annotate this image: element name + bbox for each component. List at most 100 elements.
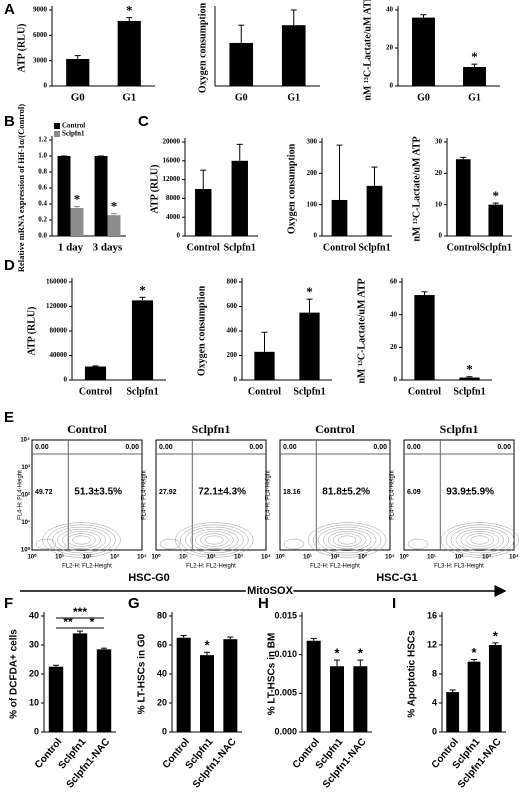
- x-tick-label: G0: [417, 92, 430, 103]
- flow-x-tick: 10³: [358, 554, 367, 561]
- bar: [94, 156, 108, 236]
- chart: 0 100 200 300 Oxygen consumption Control Sclpf…: [286, 138, 392, 253]
- contour: [62, 531, 101, 549]
- y-axis-label: Oxygen consumption: [197, 2, 208, 93]
- x-tick-label: Control: [248, 386, 281, 397]
- quadrant-value: 0.00: [159, 444, 173, 451]
- y-tick-label: 80000: [50, 327, 68, 335]
- contour: [332, 533, 362, 547]
- x-tick-label: G0: [235, 92, 248, 103]
- flow-title: Sclpfn1: [440, 422, 479, 436]
- panel-label: E: [4, 409, 14, 426]
- contour: [35, 538, 57, 550]
- y-axis-label: Oxygen consumption: [196, 285, 207, 376]
- quadrant-value: 0.00: [283, 444, 297, 451]
- y-tick-label: 40000: [50, 351, 68, 359]
- flow-x-label: FL2-H: FL2-Height: [62, 564, 112, 570]
- significance: *: [466, 362, 473, 377]
- y-tick-label: 1.2: [38, 136, 47, 144]
- bar: [72, 633, 88, 732]
- y-tick-label: 30: [435, 138, 443, 146]
- y-tick-label: 20: [157, 697, 167, 707]
- significance: *: [471, 645, 477, 660]
- flow-x-tick: 10⁰: [399, 554, 409, 561]
- y-axis-label: ATP (RLU): [26, 307, 37, 356]
- y-tick-label: 60: [157, 639, 167, 649]
- y-tick-label: 4: [432, 697, 437, 707]
- panel-label: B: [4, 113, 15, 130]
- flow-x-tick: 10³: [234, 554, 243, 561]
- flow-x-tick: 10¹: [179, 554, 188, 561]
- y-tick-label: 0.015: [274, 610, 297, 620]
- bar: [488, 645, 502, 732]
- bar: [107, 215, 121, 236]
- chart: 0 20 40 nM ¹³C-Lactate/uM ATP G0 G1 *: [362, 0, 500, 103]
- y-tick-label: 16000: [163, 156, 181, 164]
- contour: [180, 524, 249, 556]
- contour: [455, 528, 505, 552]
- significance: *: [471, 49, 478, 64]
- y-tick-label: 10: [435, 200, 443, 208]
- chart: B 0.0 0.2 0.4 0.6 0.8 1.0 1.2 Relative mRNA expr…: [4, 104, 126, 272]
- y-tick-label: 60: [390, 278, 398, 286]
- y-tick-label: 4000: [166, 213, 181, 221]
- y-tick-label: 0: [394, 376, 398, 384]
- flow-title: Control: [315, 422, 355, 436]
- significance: *: [493, 628, 499, 643]
- y-tick-label: 0: [44, 82, 48, 90]
- flow-x-tick: 10⁴: [261, 555, 271, 561]
- y-tick-label: 0.000: [274, 726, 297, 736]
- significance: *: [139, 282, 146, 297]
- bar: [131, 300, 154, 380]
- contour: [337, 535, 357, 545]
- flow-x-label: FL2-H: FL2-Height: [186, 564, 236, 570]
- chart: D 0 40000 80000 120000 160000 ATP (RLU) Control…: [4, 257, 166, 397]
- bar: [467, 661, 481, 732]
- quadrant-value: 18.16: [283, 489, 301, 496]
- contour: [470, 535, 490, 545]
- contour: [42, 522, 121, 558]
- legend-swatch: [54, 131, 60, 137]
- bar: [281, 25, 306, 86]
- significance: *: [493, 188, 500, 203]
- y-tick-label: 200: [307, 169, 318, 177]
- group-label: HSC-G1: [376, 572, 418, 584]
- contour: [57, 528, 106, 552]
- y-axis-label: % of DCFDA+ cells: [9, 629, 20, 719]
- x-tick-label: Sclpfn1: [480, 242, 512, 253]
- y-tick-label: 0.6: [38, 184, 47, 192]
- y-axis-label: % LT-HSCs in BM: [267, 633, 278, 716]
- contour: [312, 524, 382, 556]
- flow-x-tick: 10⁴: [385, 555, 395, 561]
- contour: [327, 531, 367, 549]
- legend-label: Sclpfn1: [62, 130, 85, 138]
- bar: [331, 199, 348, 236]
- contour: [440, 522, 520, 558]
- y-tick-label: 8: [432, 668, 437, 678]
- flow-frame: [279, 439, 391, 551]
- y-tick-label: 12: [427, 639, 437, 649]
- comparison-label: **: [63, 615, 73, 629]
- x-tick-label: Control: [187, 242, 220, 253]
- flow-plot: Sclpfn1 0.00 0.00 6.09 93.9±5.9% 10⁰ 10¹ 10² 10³…: [390, 422, 520, 570]
- x-tick-label: G0: [71, 92, 86, 104]
- y-tick-label: 800: [227, 278, 238, 286]
- significance: *: [334, 646, 340, 661]
- bar: [195, 189, 212, 236]
- flow-y-tick: 10²: [21, 492, 30, 499]
- x-tick-label: Sclpfn1-NAC: [65, 737, 113, 791]
- x-tick-label: Sclpfn1: [358, 242, 390, 253]
- contour: [190, 528, 239, 552]
- x-tick-label: 3 days: [93, 242, 123, 254]
- bar: [117, 20, 141, 87]
- y-tick-label: 0.0: [38, 232, 47, 240]
- flow-y-label: FL4-H: FL4-Height: [18, 470, 24, 520]
- quadrant-value: 0.00: [373, 444, 387, 451]
- bar: [412, 17, 435, 87]
- y-axis-label: % LT-HSCs in G0: [137, 633, 148, 714]
- y-axis-label: nM ¹³C-Lactate/uM ATP: [356, 278, 367, 383]
- bar: [353, 666, 368, 732]
